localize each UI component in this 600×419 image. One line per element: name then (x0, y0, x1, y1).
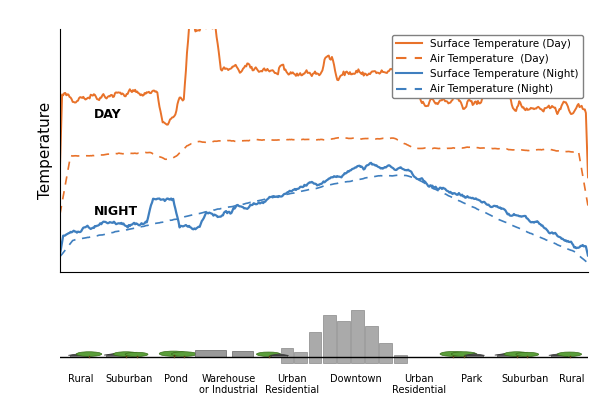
Ellipse shape (76, 352, 102, 357)
Text: NIGHT: NIGHT (94, 205, 139, 218)
Bar (194, 350, 226, 357)
Text: Rural: Rural (559, 374, 585, 383)
Polygon shape (269, 354, 289, 355)
Bar (70, 355, 87, 357)
Bar (394, 355, 407, 363)
Ellipse shape (516, 352, 539, 357)
Polygon shape (68, 354, 89, 355)
Ellipse shape (125, 352, 148, 357)
Bar (271, 355, 287, 357)
Ellipse shape (440, 352, 467, 356)
Ellipse shape (451, 352, 476, 357)
Ellipse shape (172, 352, 197, 357)
Ellipse shape (159, 351, 188, 356)
Bar (337, 321, 350, 363)
Text: Suburban: Suburban (501, 374, 548, 383)
Bar (232, 352, 253, 357)
Ellipse shape (113, 352, 139, 357)
Bar (281, 348, 293, 363)
Text: Rural: Rural (68, 374, 94, 383)
Text: Urban
Residential: Urban Residential (265, 374, 319, 395)
Polygon shape (464, 354, 485, 355)
Text: Pond: Pond (164, 374, 188, 383)
Bar (351, 310, 364, 363)
Bar (106, 355, 125, 357)
Bar (497, 355, 515, 357)
Ellipse shape (557, 352, 581, 357)
Text: DAY: DAY (94, 108, 122, 121)
Text: Warehouse
or Industrial: Warehouse or Industrial (199, 374, 259, 395)
Bar (379, 343, 392, 363)
Bar (466, 355, 483, 357)
Bar (365, 326, 378, 363)
Text: Urban
Residential: Urban Residential (392, 374, 446, 395)
Bar (308, 332, 322, 363)
Ellipse shape (257, 352, 281, 357)
Text: Park: Park (461, 374, 482, 383)
Polygon shape (104, 353, 127, 355)
Bar (551, 355, 568, 357)
Text: Suburban: Suburban (105, 374, 152, 383)
Polygon shape (549, 354, 569, 355)
Legend: Surface Temperature (Day), Air Temperature  (Day), Surface Temperature (Night), : Surface Temperature (Day), Air Temperatu… (392, 34, 583, 98)
Bar (295, 352, 307, 363)
Bar (323, 316, 335, 363)
Polygon shape (495, 353, 518, 355)
Ellipse shape (504, 352, 529, 357)
Text: Downtown: Downtown (330, 374, 382, 383)
Y-axis label: Temperature: Temperature (38, 102, 53, 199)
